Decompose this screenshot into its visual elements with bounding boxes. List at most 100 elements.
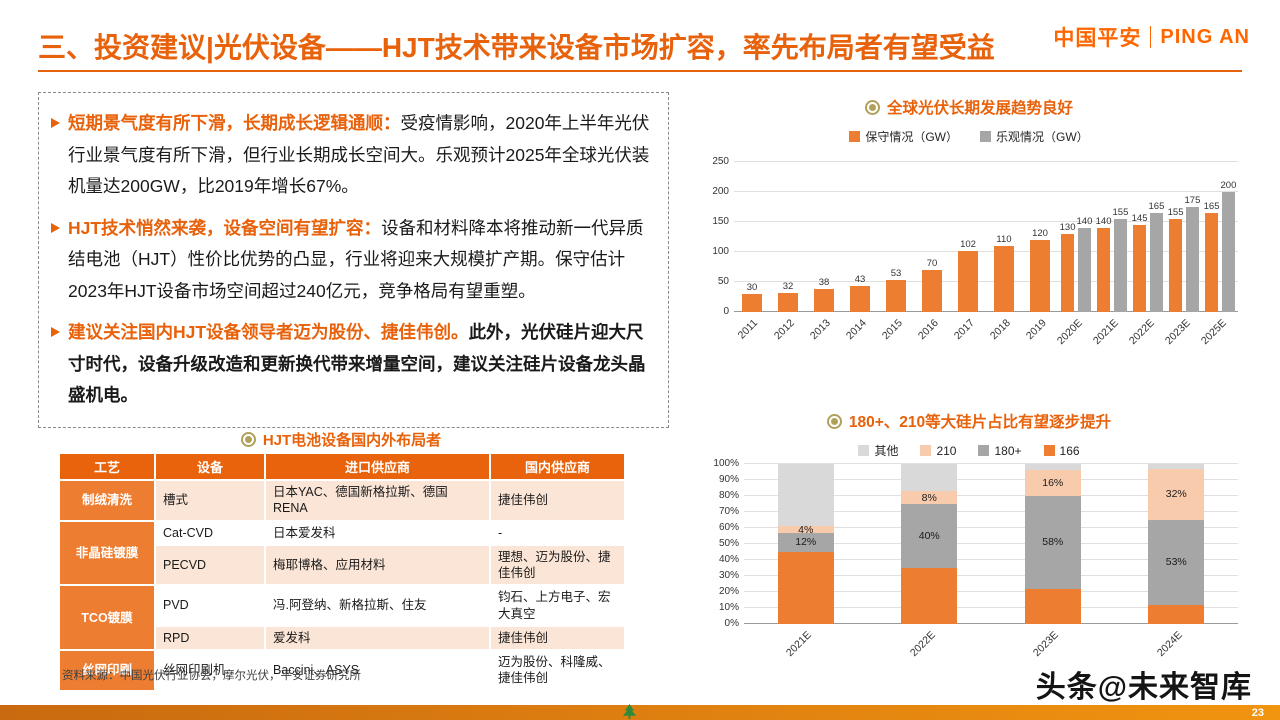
column-header: 工艺 bbox=[58, 452, 156, 481]
bar bbox=[1030, 240, 1050, 312]
bullet-text-1: 短期景气度有所下滑，长期成长逻辑通顺：受疫情影响，2020年上半年光伏行业景气度… bbox=[68, 108, 655, 203]
gridline bbox=[744, 511, 1238, 512]
bar-segment: 58% bbox=[1024, 496, 1081, 589]
x-axis-label: 2012 bbox=[771, 317, 797, 343]
table-row: 非晶硅镀膜 Cat-CVD 日本爱发科 - bbox=[58, 519, 626, 587]
bar-value-label: 165 bbox=[1148, 201, 1165, 212]
x-axis-label: 2020E bbox=[1054, 317, 1085, 347]
bullet-item-2: HJT技术悄然来袭，设备空间有望扩容：设备和材料降本将推动新一代异质结电池（HJ… bbox=[51, 213, 655, 308]
bar-group: 32% 53% 2024E bbox=[1115, 464, 1239, 659]
bar-group: 38 2013 bbox=[806, 162, 842, 342]
bar-value-label: 120 bbox=[1032, 228, 1048, 239]
bullet-text-2: HJT技术悄然来袭，设备空间有望扩容：设备和材料降本将推动新一代异质结电池（HJ… bbox=[68, 213, 655, 308]
device-cell: RPD bbox=[154, 624, 266, 652]
bar-wrap: 102 bbox=[958, 239, 978, 312]
bar bbox=[1113, 219, 1127, 312]
stacked-bar: 32% 53% bbox=[1148, 464, 1205, 624]
x-axis-label: 2021E bbox=[784, 629, 815, 659]
domestic-supplier-cell: 迈为股份、科隆威、捷佳伟创 bbox=[489, 649, 626, 692]
bullet-text-3: 建议关注国内HJT设备领导者迈为股份、捷佳伟创。此外，光伏硅片迎大尺寸时代，设备… bbox=[68, 317, 655, 412]
bar-group: 145 165 2022E bbox=[1127, 162, 1166, 347]
chart1-legend: 保守情况（GW） 乐观情况（GW） bbox=[688, 128, 1250, 145]
bar-wrap: 165 bbox=[1148, 201, 1165, 312]
bar bbox=[958, 250, 978, 312]
bar-wrap: 165 bbox=[1204, 202, 1220, 312]
logo-text-en: PING AN bbox=[1160, 25, 1250, 48]
bar-segment bbox=[777, 552, 834, 624]
domestic-supplier-cell: 捷佳伟创 bbox=[489, 624, 626, 652]
column-header: 进口供应商 bbox=[264, 452, 491, 481]
y-axis-label: 60% bbox=[718, 522, 739, 533]
legend-swatch bbox=[849, 131, 861, 142]
bar-value-label: 175 bbox=[1184, 195, 1201, 206]
bar-group: 140 155 2021E bbox=[1091, 162, 1130, 347]
bar-value-label: 200 bbox=[1220, 180, 1237, 191]
process-cell: TCO镀膜 bbox=[58, 584, 156, 651]
chart1-plot-area: 0 50 100 150 200 250 30 2011 32 2012 38 2013 43 2014 5… bbox=[712, 156, 1238, 347]
bar-group: 102 2017 bbox=[950, 162, 986, 342]
bar-group: 155 175 2023E bbox=[1163, 162, 1202, 347]
legend-swatch bbox=[1043, 445, 1055, 456]
y-axis-label: 100 bbox=[712, 246, 729, 257]
y-axis-label: 0% bbox=[724, 618, 739, 629]
bar-group: 53 2015 bbox=[878, 162, 914, 342]
bar-value-label: 155 bbox=[1167, 207, 1184, 218]
y-axis-label: 90% bbox=[718, 474, 739, 485]
bullet-lead-3: 建议关注国内HJT设备领导者迈为股份、捷佳伟创。 bbox=[68, 322, 469, 342]
bar bbox=[1205, 213, 1219, 312]
device-cell: 丝网印刷机 bbox=[154, 649, 266, 692]
bar-wrap: 110 bbox=[994, 235, 1014, 312]
bar-segment bbox=[1148, 464, 1205, 469]
bar bbox=[1133, 225, 1147, 312]
bullet-body-1: 受疫情影响，2020年上半年光伏行业景气度有所下滑，但行业长期成长空间大。乐观预… bbox=[68, 113, 650, 196]
bar-wrap: 175 bbox=[1184, 195, 1201, 312]
bar bbox=[742, 294, 762, 312]
bar-wrap: 32 bbox=[778, 281, 798, 312]
bar-value-label: 53 bbox=[890, 268, 902, 280]
bar bbox=[1185, 207, 1199, 312]
y-axis-label: 30% bbox=[718, 570, 739, 581]
legend-label: 210 bbox=[936, 443, 957, 458]
page-number: 23 bbox=[1251, 707, 1264, 719]
x-axis-label: 2018 bbox=[987, 317, 1013, 343]
process-cell: 丝网印刷 bbox=[58, 649, 156, 692]
import-supplier-cell: 爱发科 bbox=[264, 624, 491, 652]
bullet-item-1: 短期景气度有所下滑，长期成长逻辑通顺：受疫情影响，2020年上半年光伏行业景气度… bbox=[51, 108, 655, 203]
bar-group: 70 2016 bbox=[914, 162, 950, 342]
bullet-body-2: 设备和材料降本将推动新一代异质结电池（HJT）性价比优势的凸显，行业将迎来大规模… bbox=[68, 217, 644, 301]
bar-group: 120 2019 bbox=[1022, 162, 1058, 342]
domestic-supplier-cell: 捷佳伟创 bbox=[489, 479, 626, 522]
bar-wrap: 43 bbox=[850, 275, 870, 312]
x-axis-label: 2014 bbox=[843, 317, 869, 343]
y-axis-label: 10% bbox=[718, 602, 739, 613]
bar-segment bbox=[1148, 604, 1205, 624]
table-row: TCO镀膜 PVD 冯.阿登纳、新格拉斯、住友 钧石、上方电子、宏大真空 bbox=[58, 584, 626, 651]
bar-group: 16% 58% 2023E bbox=[991, 464, 1115, 659]
footer-bar: 23 bbox=[0, 705, 1280, 720]
device-cell: Cat-CVD bbox=[154, 519, 266, 546]
source-note: 资料来源：中国光伏行业协会，摩尔光伏，平安证券研究所 bbox=[62, 670, 361, 682]
page-title: 三、投资建议|光伏设备——HJT技术带来设备市场扩容，率先布局者有望受益 bbox=[38, 32, 995, 63]
bar-value-label: 110 bbox=[996, 234, 1012, 245]
bar bbox=[1149, 213, 1163, 312]
bar-group: 110 2018 bbox=[986, 162, 1022, 342]
bar bbox=[886, 280, 906, 312]
logo-divider bbox=[1150, 26, 1152, 48]
bullseye-icon bbox=[826, 413, 842, 429]
x-axis-label: 2023E bbox=[1031, 629, 1062, 659]
bar-segment: 53% bbox=[1148, 520, 1205, 605]
gridline bbox=[734, 221, 1238, 222]
stacked-bar: 16% 58% bbox=[1024, 464, 1081, 624]
bar-value-label: 38 bbox=[818, 277, 830, 289]
gridline bbox=[744, 479, 1238, 480]
bar-value-label: 70 bbox=[926, 258, 938, 269]
x-axis-label: 2023E bbox=[1162, 317, 1193, 347]
bullet-lead-2: HJT技术悄然来袭，设备空间有望扩容： bbox=[68, 217, 382, 238]
import-supplier-cell: 日本YAC、德国新格拉斯、德国RENA bbox=[264, 479, 491, 522]
domestic-supplier-cell: - bbox=[489, 519, 626, 546]
legend-swatch bbox=[978, 445, 990, 456]
column-header: 国内供应商 bbox=[489, 452, 626, 481]
bar bbox=[778, 292, 798, 312]
watermark-text: 头条@未来智库 bbox=[1035, 671, 1252, 704]
bar-value-label: 43 bbox=[854, 274, 866, 286]
